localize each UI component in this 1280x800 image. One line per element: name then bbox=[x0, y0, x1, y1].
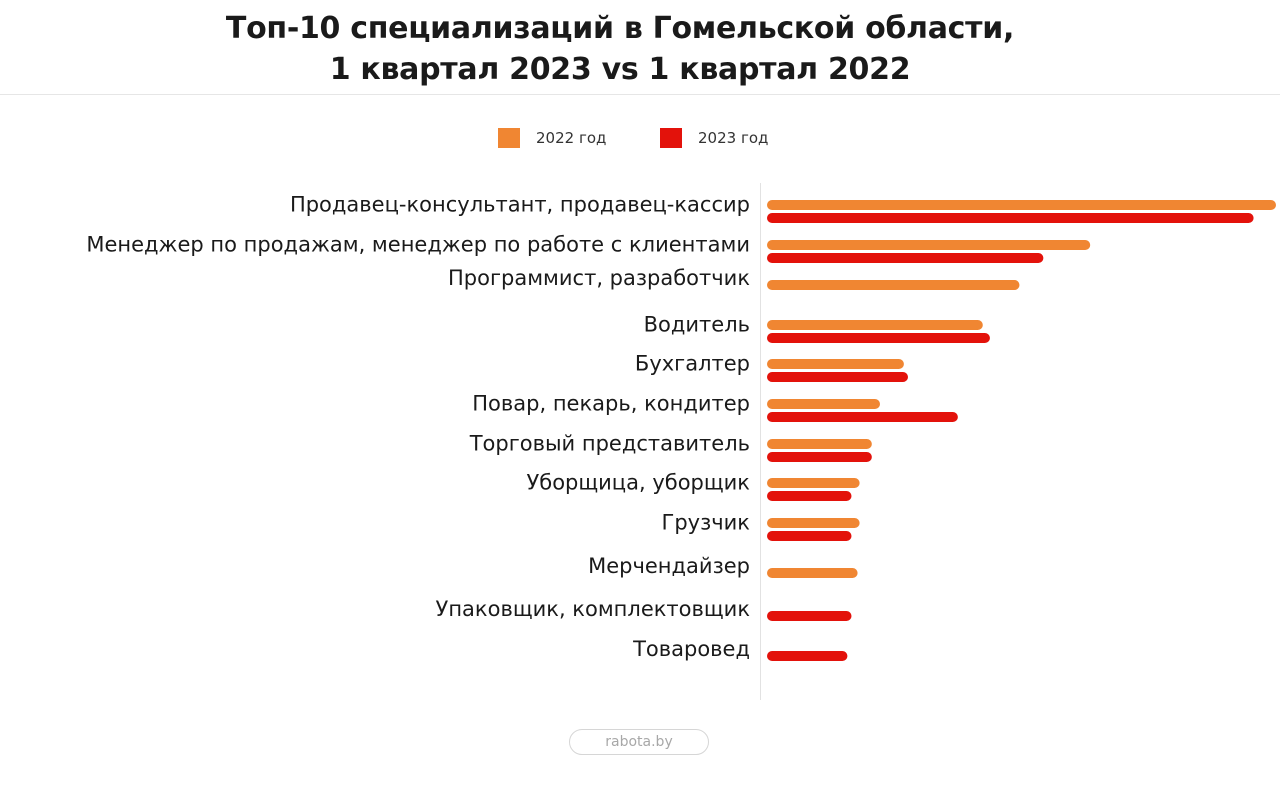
chart-title: Топ-10 специализаций в Гомельской област… bbox=[0, 8, 1240, 90]
legend-label-2023: 2023 год bbox=[698, 129, 769, 147]
category-label: Повар, пекарь, кондитер bbox=[472, 392, 750, 416]
legend-item-2023: 2023 год bbox=[660, 128, 768, 148]
source-badge: rabota.by bbox=[569, 729, 709, 755]
bar-2023 bbox=[767, 253, 1044, 263]
bar-2022 bbox=[767, 200, 1276, 210]
category-label: Уборщица, уборщик bbox=[526, 471, 750, 495]
legend-swatch-2023 bbox=[660, 128, 682, 148]
bar-2022 bbox=[767, 399, 880, 409]
category-label: Товаровед bbox=[632, 637, 750, 661]
category-label: Упаковщик, комплектовщик bbox=[436, 597, 750, 621]
legend-swatch-2022 bbox=[498, 128, 520, 148]
category-label: Бухгалтер bbox=[635, 352, 750, 376]
chart-title-line-1: Топ-10 специализаций в Гомельской област… bbox=[225, 11, 1015, 46]
category-label: Программист, разработчик bbox=[448, 266, 750, 290]
bar-2023 bbox=[767, 213, 1254, 223]
chart-title-line-2: 1 квартал 2023 vs 1 квартал 2022 bbox=[329, 52, 911, 87]
bar-2022 bbox=[767, 280, 1020, 290]
bar-2022 bbox=[767, 568, 858, 578]
bar-2022 bbox=[767, 518, 860, 528]
category-label: Торговый представитель bbox=[469, 432, 750, 456]
bar-2023 bbox=[767, 333, 990, 343]
bar-2023 bbox=[767, 531, 852, 541]
category-label: Менеджер по продажам, менеджер по работе… bbox=[86, 233, 750, 257]
bar-2022 bbox=[767, 439, 872, 449]
chart-legend: 2022 год 2023 год bbox=[0, 128, 1280, 152]
bar-2023 bbox=[767, 452, 872, 462]
legend-label-2022: 2022 год bbox=[536, 129, 607, 147]
bar-2022 bbox=[767, 240, 1091, 250]
bar-2023 bbox=[767, 491, 852, 501]
category-axis-line bbox=[760, 183, 761, 700]
legend-item-2022: 2022 год bbox=[498, 128, 606, 148]
category-label: Грузчик bbox=[662, 511, 750, 535]
category-label: Продавец-консультант, продавец-кассир bbox=[290, 193, 750, 217]
bar-2023 bbox=[767, 611, 852, 621]
category-label: Водитель bbox=[644, 313, 750, 337]
bar-2023 bbox=[767, 412, 958, 422]
bar-2022 bbox=[767, 478, 860, 488]
category-label: Мерчендайзер bbox=[588, 554, 750, 578]
header-divider bbox=[0, 94, 1280, 95]
bar-2023 bbox=[767, 372, 908, 382]
bar-2022 bbox=[767, 320, 983, 330]
bar-2023 bbox=[767, 651, 848, 661]
bar-2022 bbox=[767, 359, 904, 369]
